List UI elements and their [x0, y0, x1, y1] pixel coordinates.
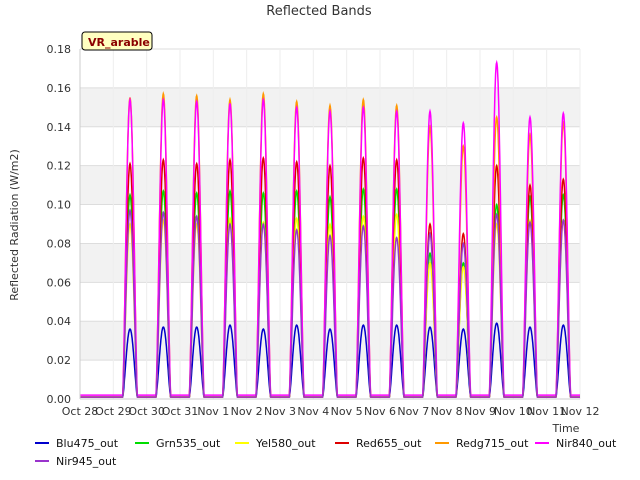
legend-label: Nir945_out	[56, 455, 117, 468]
series-line-redg715_out	[80, 91, 580, 398]
legend-label: Redg715_out	[456, 437, 529, 450]
x-tick-label: Oct 28	[62, 405, 99, 418]
x-tick-label: Nov 11	[527, 405, 566, 418]
y-tick-label: 0.04	[47, 315, 72, 328]
x-tick-label: Nov 2	[231, 405, 263, 418]
series-line-blu475_out	[80, 322, 580, 398]
x-tick-label: Nov 12	[561, 405, 600, 418]
y-tick-label: 0.18	[47, 43, 72, 56]
legend-label: Red655_out	[356, 437, 422, 450]
series-line-nir840_out	[80, 59, 580, 396]
x-tick-label: Oct 31	[162, 405, 199, 418]
x-axis-label: Time	[552, 422, 580, 435]
axes	[79, 49, 580, 400]
series-line-red655_out	[80, 155, 580, 398]
x-tick-label: Nov 1	[197, 405, 229, 418]
y-tick-label: 0.10	[47, 199, 72, 212]
x-tick-label: Nov 10	[494, 405, 533, 418]
chart-title: Reflected Bands	[266, 4, 372, 19]
series-line-nir945_out	[80, 208, 580, 398]
series-layer	[80, 59, 580, 398]
y-tick-label: 0.12	[47, 160, 72, 173]
site-badge: VR_arable	[81, 31, 153, 51]
y-tick-label: 0.06	[47, 276, 72, 289]
y-tick-label: 0.16	[47, 82, 72, 95]
x-tick-label: Nov 7	[397, 405, 429, 418]
y-axis-label: Reflected Radiation (W/m2)	[8, 149, 21, 301]
x-tick-label: Nov 8	[431, 405, 463, 418]
series-line-grn535_out	[80, 187, 580, 398]
site-badge-label: VR_arable	[88, 36, 150, 49]
x-tick-label: Nov 4	[297, 405, 329, 418]
y-tick-label: 0.08	[47, 237, 72, 250]
x-tick-label: Nov 5	[331, 405, 363, 418]
grid-band	[80, 321, 580, 361]
series-line-yel580_out	[80, 212, 580, 398]
y-tick-label: 0.00	[47, 393, 72, 406]
legend-label: Nir840_out	[556, 437, 617, 450]
x-tick-label: Oct 29	[95, 405, 132, 418]
legend: Blu475_out Grn535_out Yel580_out Red655_out…	[35, 437, 617, 468]
x-tick-label: Nov 9	[464, 405, 496, 418]
x-tick-label: Nov 6	[364, 405, 396, 418]
site-badge-box	[81, 31, 153, 51]
legend-label: Yel580_out	[255, 437, 316, 450]
legend-label: Grn535_out	[156, 437, 221, 450]
x-tick-label: Nov 3	[264, 405, 296, 418]
grid-band	[80, 243, 580, 283]
legend-label: Blu475_out	[56, 437, 119, 450]
y-tick-label: 0.02	[47, 354, 72, 367]
x-tick-label: Oct 30	[128, 405, 165, 418]
y-tick-label: 0.14	[47, 121, 72, 134]
y-tick-labels: 0.00 0.02 0.04 0.06 0.08 0.10 0.12 0.14 0.16 0.18	[47, 43, 72, 406]
